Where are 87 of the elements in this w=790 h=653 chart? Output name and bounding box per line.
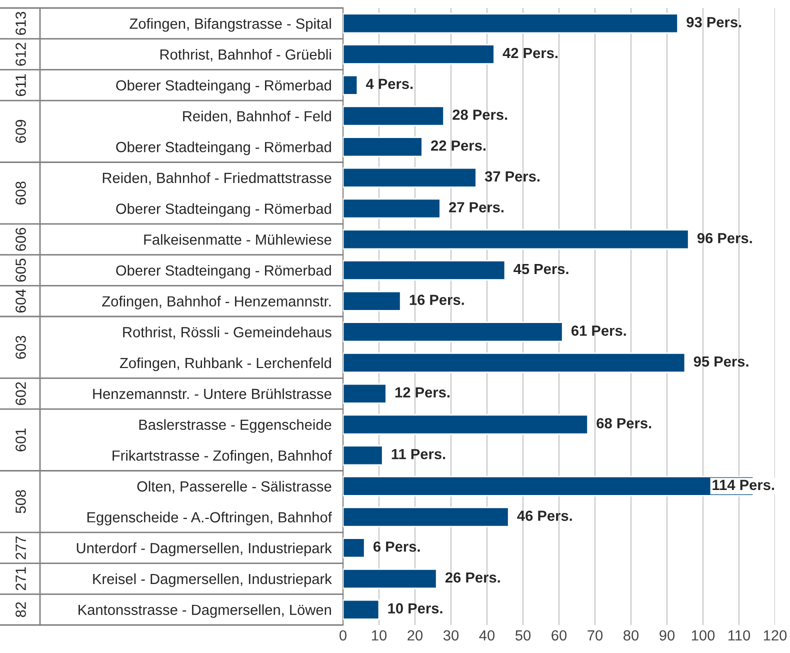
y2-tick-label: 613: [16, 12, 26, 35]
data-label: 6 Pers.: [373, 541, 420, 552]
y-tick-label: Rothrist, Rössli - Gemeindehaus: [123, 326, 332, 340]
bar: [343, 229, 690, 250]
y-tick-label: Oberer Stadteingang - Römerbad: [116, 203, 331, 217]
x-tick-label: 10: [372, 630, 387, 641]
data-label: 95 Pers.: [694, 356, 748, 367]
x-tick-label: 20: [408, 630, 423, 641]
y2-tick-label: 603: [16, 336, 26, 359]
y-tick-label: Oberer Stadteingang - Römerbad: [116, 142, 331, 156]
bar: [343, 599, 380, 620]
x-tick-label: 110: [728, 630, 750, 641]
data-label: 12 Pers.: [395, 387, 450, 398]
data-label: 26 Pers.: [445, 572, 500, 583]
bar: [343, 383, 387, 404]
x-tick-label: 100: [692, 630, 715, 641]
data-label: 22 Pers.: [431, 140, 486, 151]
data-label: 10 Pers.: [388, 603, 442, 614]
bar: [343, 538, 366, 558]
x-tick-label: 70: [588, 630, 603, 641]
x-tick-label: 30: [443, 630, 459, 641]
y-tick-label: Baslerstrasse - Eggenscheide: [139, 419, 332, 433]
y2-tick-label: 601: [16, 428, 26, 452]
data-label: 68 Pers.: [596, 418, 652, 428]
y-tick-label: Kantonsstrasse - Dagmersellen, Löwen: [78, 604, 331, 618]
y-tick-label: Zofingen, Ruhbank - Lerchenfeld: [120, 357, 331, 372]
x-tick-label: 0: [340, 630, 346, 641]
y2-tick-label: 611: [16, 74, 26, 96]
bar: [343, 506, 510, 528]
x-tick-label: 40: [479, 630, 495, 641]
y2-tick-label: 277: [16, 536, 26, 560]
y2-tick-label: 604: [16, 289, 26, 312]
bar: [343, 198, 441, 219]
y2-tick-label: 82: [16, 602, 26, 618]
bar: [343, 260, 506, 280]
y-tick-label: Reiden, Bahnhof - Feld: [183, 110, 331, 124]
y2-tick-label: 609: [16, 120, 26, 143]
y-tick-label: Zofingen, Bifangstrasse - Spital: [130, 18, 331, 32]
bar: [343, 44, 495, 65]
bar: [343, 167, 477, 188]
data-label: 42 Pers.: [502, 48, 558, 58]
x-tick-label: 60: [552, 630, 567, 641]
bar: [343, 445, 384, 466]
y-tick-label: Oberer Stadteingang - Römerbad: [116, 80, 331, 94]
bar: [343, 13, 678, 34]
y-tick-label: Henzemannstr. - Untere Brühlstrasse: [93, 388, 332, 400]
y-tick-label: Oberer Stadteingang - Römerbad: [116, 264, 331, 279]
x-tick-label: 50: [515, 630, 531, 641]
y2-tick-label: 608: [16, 182, 26, 205]
bar: [343, 414, 588, 435]
y2-tick-label: 612: [16, 42, 26, 66]
data-label: 27 Pers.: [449, 202, 504, 212]
data-label: 96 Pers.: [697, 232, 752, 244]
y-tick-label: Zofingen, Bahnhof - Henzemannstr.: [102, 296, 331, 310]
x-tick-label: 90: [660, 630, 675, 641]
y-tick-label: Falkeisenmatte - Mühlewiese: [144, 234, 332, 245]
data-label: 46 Pers.: [517, 510, 572, 521]
data-label: 45 Pers.: [514, 264, 568, 274]
data-label: 114 Pers.: [712, 480, 774, 490]
y-tick-label: Eggenscheide - A.-Oftringen, Bahnhof: [87, 512, 332, 526]
y-tick-label: Rothrist, Bahnhof - Grüebli: [160, 48, 331, 62]
y2-tick-label: 271: [16, 567, 26, 590]
y2-tick-label: 508: [16, 490, 26, 514]
x-tick-label: 80: [624, 630, 639, 641]
data-label: 16 Pers.: [410, 294, 464, 305]
y2-tick-label: 606: [16, 228, 26, 251]
bar: [343, 290, 402, 312]
x-tick-label: 120: [764, 630, 787, 641]
bar: [343, 322, 564, 342]
y-tick-label: Frikartstrasse - Zofingen, Bahnhof: [112, 450, 332, 464]
y2-tick-label: 602: [16, 382, 26, 406]
bar: [343, 568, 438, 589]
data-label: 28 Pers.: [452, 110, 508, 120]
y-tick-label: Kreisel - Dagmersellen, Industriepark: [93, 573, 332, 588]
bar: [343, 136, 423, 158]
y-tick-label: Unterdorf - Dagmersellen, Industriepark: [76, 542, 332, 556]
y-tick-label: Reiden, Bahnhof - Friedmattstrasse: [102, 172, 332, 185]
bar: [343, 106, 444, 126]
data-label: 4 Pers.: [366, 78, 413, 90]
y2-tick-label: 605: [16, 258, 26, 282]
data-label: 93 Pers.: [686, 17, 742, 28]
data-label: 37 Pers.: [484, 171, 540, 182]
y-tick-label: Olten, Passerelle - Sälistrasse: [137, 480, 332, 494]
data-label: 61 Pers.: [571, 326, 626, 336]
bar: [343, 352, 686, 374]
bar: [343, 74, 358, 96]
data-label: 11 Pers.: [392, 449, 446, 460]
